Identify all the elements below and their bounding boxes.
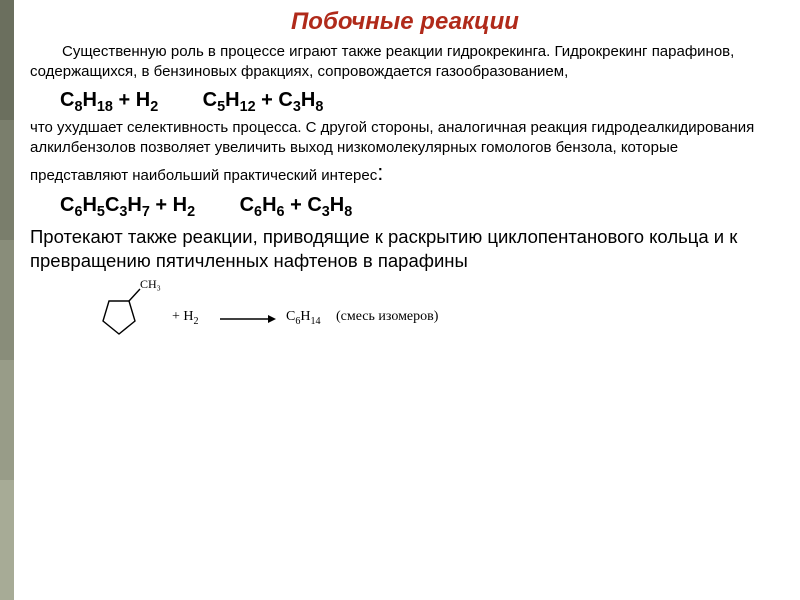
eq-text: + H bbox=[150, 194, 187, 216]
eq-text: C bbox=[60, 194, 74, 216]
eq-text: H bbox=[262, 194, 276, 216]
side-accent-bar bbox=[0, 0, 14, 600]
eq-text: + H bbox=[113, 89, 150, 111]
eq-sub: 7 bbox=[142, 204, 150, 220]
eq-sub: 18 bbox=[97, 99, 113, 115]
diag-text: + H bbox=[172, 309, 194, 324]
eq-sub: 12 bbox=[240, 99, 256, 115]
eq-sub: 6 bbox=[254, 204, 262, 220]
eq-text: C bbox=[105, 194, 119, 216]
eq-sub: 2 bbox=[150, 99, 158, 115]
diag-mix-label: (смесь изомеров) bbox=[336, 309, 438, 325]
eq-sub: 5 bbox=[217, 99, 225, 115]
eq-sub: 8 bbox=[344, 204, 352, 220]
eq-text: C bbox=[203, 89, 217, 111]
eq-text: H bbox=[330, 194, 344, 216]
diag-text: H bbox=[300, 309, 310, 324]
diag-ch3-label: CH₃ bbox=[140, 277, 161, 292]
eq-text: H bbox=[82, 194, 96, 216]
paragraph-2: что ухудшает селективность процесса. С д… bbox=[30, 118, 780, 188]
diag-text: C bbox=[286, 309, 295, 324]
eq-text: C bbox=[60, 89, 74, 111]
paragraph-3: Протекают также реакции, приводящие к ра… bbox=[30, 225, 780, 273]
eq-text: C bbox=[240, 194, 254, 216]
diag-sub: 2 bbox=[194, 316, 199, 327]
reaction-diagram: CH₃ + H2 C6H14 (смесь изомеров) bbox=[80, 279, 780, 349]
diag-sub: 14 bbox=[311, 316, 321, 327]
paragraph-2-text: что ухудшает селективность процесса. С д… bbox=[30, 119, 754, 185]
arrow-icon bbox=[218, 311, 278, 327]
eq-text: H bbox=[127, 194, 141, 216]
eq-text: H bbox=[225, 89, 239, 111]
equation-1: C8H18 + H2 C5H12 + C3H8 bbox=[60, 89, 780, 112]
slide-title: Побочные реакции bbox=[30, 8, 780, 36]
eq-sub: 6 bbox=[277, 204, 285, 220]
eq-sub: 5 bbox=[97, 204, 105, 220]
paragraph-1: Существенную роль в процессе играют такж… bbox=[30, 42, 780, 83]
eq-text: + C bbox=[285, 194, 322, 216]
eq-sub: 3 bbox=[322, 204, 330, 220]
diag-plus-h2: + H2 bbox=[172, 309, 199, 325]
slide: Побочные реакции Существенную роль в про… bbox=[0, 0, 800, 600]
equation-2: C6H5C3H7 + H2 C6H6 + C3H8 bbox=[60, 194, 780, 217]
eq-sub: 2 bbox=[187, 204, 195, 220]
content-area: Побочные реакции Существенную роль в про… bbox=[30, 8, 780, 592]
colon: : bbox=[377, 160, 383, 185]
eq-text: H bbox=[301, 89, 315, 111]
eq-sub: 3 bbox=[293, 99, 301, 115]
eq-sub: 8 bbox=[315, 99, 323, 115]
eq-text: H bbox=[82, 89, 96, 111]
diag-product: C6H14 bbox=[286, 309, 321, 325]
eq-text: + C bbox=[256, 89, 293, 111]
